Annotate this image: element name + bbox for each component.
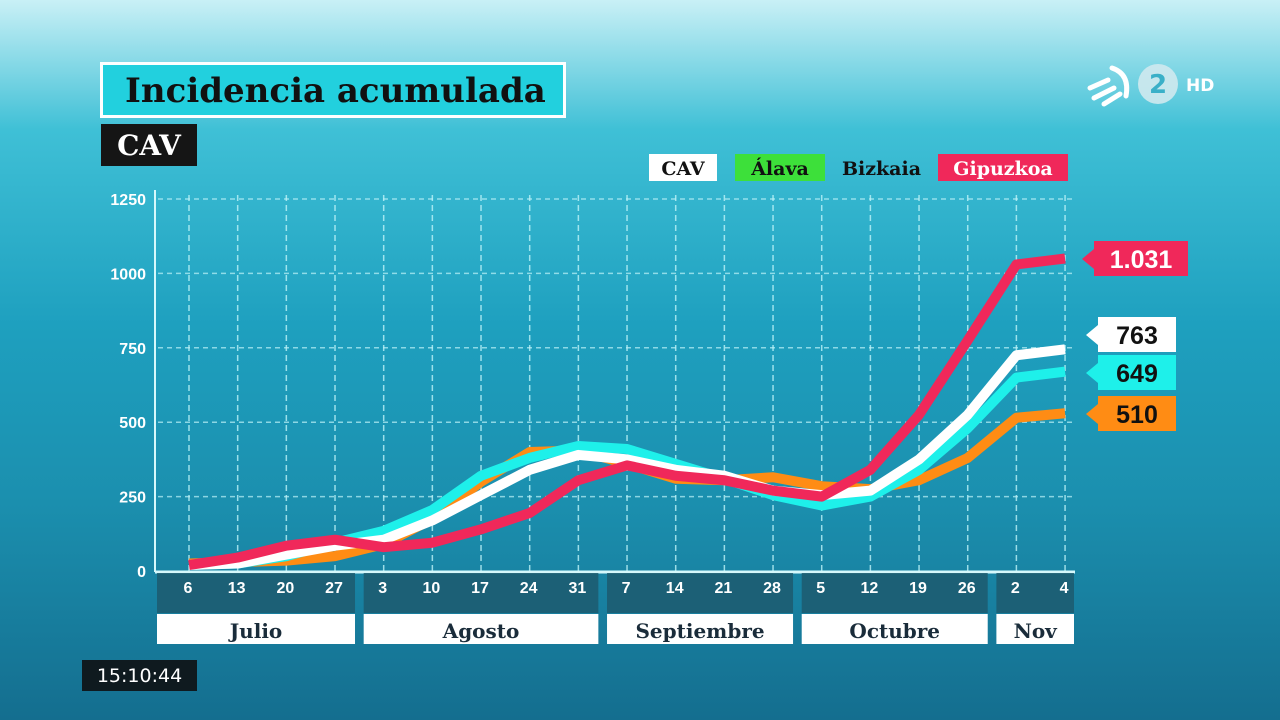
x-tick-label: 21 <box>714 580 732 597</box>
legend-swatch <box>735 154 825 181</box>
end-label-box <box>1094 241 1188 276</box>
x-tick-label: 24 <box>520 580 538 597</box>
y-tick-label: 250 <box>119 490 146 507</box>
y-tick-label: 0 <box>137 564 146 581</box>
legend-item-cav: CAV <box>661 158 705 180</box>
day-band <box>996 573 1074 613</box>
x-tick-label: 3 <box>378 580 387 597</box>
legend-swatch <box>649 154 717 181</box>
x-tick-label: 19 <box>909 580 927 597</box>
day-band <box>801 573 988 613</box>
x-tick-label: 31 <box>568 580 586 597</box>
x-tick-label: 2 <box>1011 580 1020 597</box>
x-tick-label: 13 <box>228 580 246 597</box>
region-label: CAV <box>101 124 197 166</box>
legend-item-álava: Álava <box>750 157 809 180</box>
x-tick-label: 10 <box>422 580 440 597</box>
end-label-pointer <box>1086 363 1098 383</box>
eitb-swoosh-icon <box>1087 65 1130 107</box>
day-band <box>363 573 599 613</box>
svg-text:2: 2 <box>1149 70 1167 100</box>
x-tick-label: 4 <box>1060 580 1069 597</box>
month-label: Agosto <box>442 619 520 643</box>
month-band <box>363 614 599 644</box>
month-band <box>996 614 1074 644</box>
y-tick-label: 500 <box>119 415 146 432</box>
end-label-box <box>1098 396 1176 431</box>
end-label-gipuzkoa: 1.031 <box>1110 246 1173 274</box>
end-label-pointer <box>1082 249 1094 269</box>
month-band <box>157 614 356 644</box>
month-label: Nov <box>1014 619 1059 643</box>
y-tick-label: 750 <box>119 341 146 358</box>
x-tick-label: 26 <box>958 580 976 597</box>
y-tick-label: 1250 <box>110 192 146 209</box>
clock: 15:10:44 <box>82 660 197 691</box>
x-tick-label: 17 <box>471 580 489 597</box>
channel-logo: 2 HD <box>1087 64 1214 107</box>
end-label-box <box>1098 355 1176 390</box>
legend-swatch <box>938 154 1068 181</box>
y-tick-label: 1000 <box>110 266 146 283</box>
legend-item-gipuzkoa: Gipuzkoa <box>953 158 1052 180</box>
x-tick-label: 7 <box>622 580 631 597</box>
end-label-bizkaia: 649 <box>1116 360 1158 388</box>
series-line-gipuzkoa <box>188 253 1066 570</box>
end-label-pointer <box>1086 325 1098 345</box>
end-label-box <box>1098 317 1176 352</box>
day-band <box>607 573 794 613</box>
end-label-álava: 510 <box>1116 401 1158 429</box>
day-band <box>157 573 356 613</box>
svg-text:HD: HD <box>1186 76 1214 96</box>
x-tick-label: 27 <box>325 580 343 597</box>
end-label-pointer <box>1086 404 1098 424</box>
x-tick-label: 20 <box>276 580 294 597</box>
month-band <box>607 614 794 644</box>
month-band <box>801 614 988 644</box>
x-tick-label: 28 <box>763 580 781 597</box>
x-tick-label: 12 <box>860 580 878 597</box>
x-tick-label: 5 <box>816 580 825 597</box>
end-label-cav: 763 <box>1116 322 1158 350</box>
legend-item-bizkaia: Bizkaia <box>842 158 921 180</box>
month-label: Septiembre <box>635 619 764 643</box>
x-tick-label: 6 <box>184 580 193 597</box>
series-line-cav <box>188 344 1066 571</box>
chart-title: Incidencia acumulada <box>100 62 566 118</box>
month-label: Octubre <box>849 619 940 643</box>
month-label: Julio <box>228 619 283 643</box>
x-tick-label: 14 <box>666 580 684 597</box>
